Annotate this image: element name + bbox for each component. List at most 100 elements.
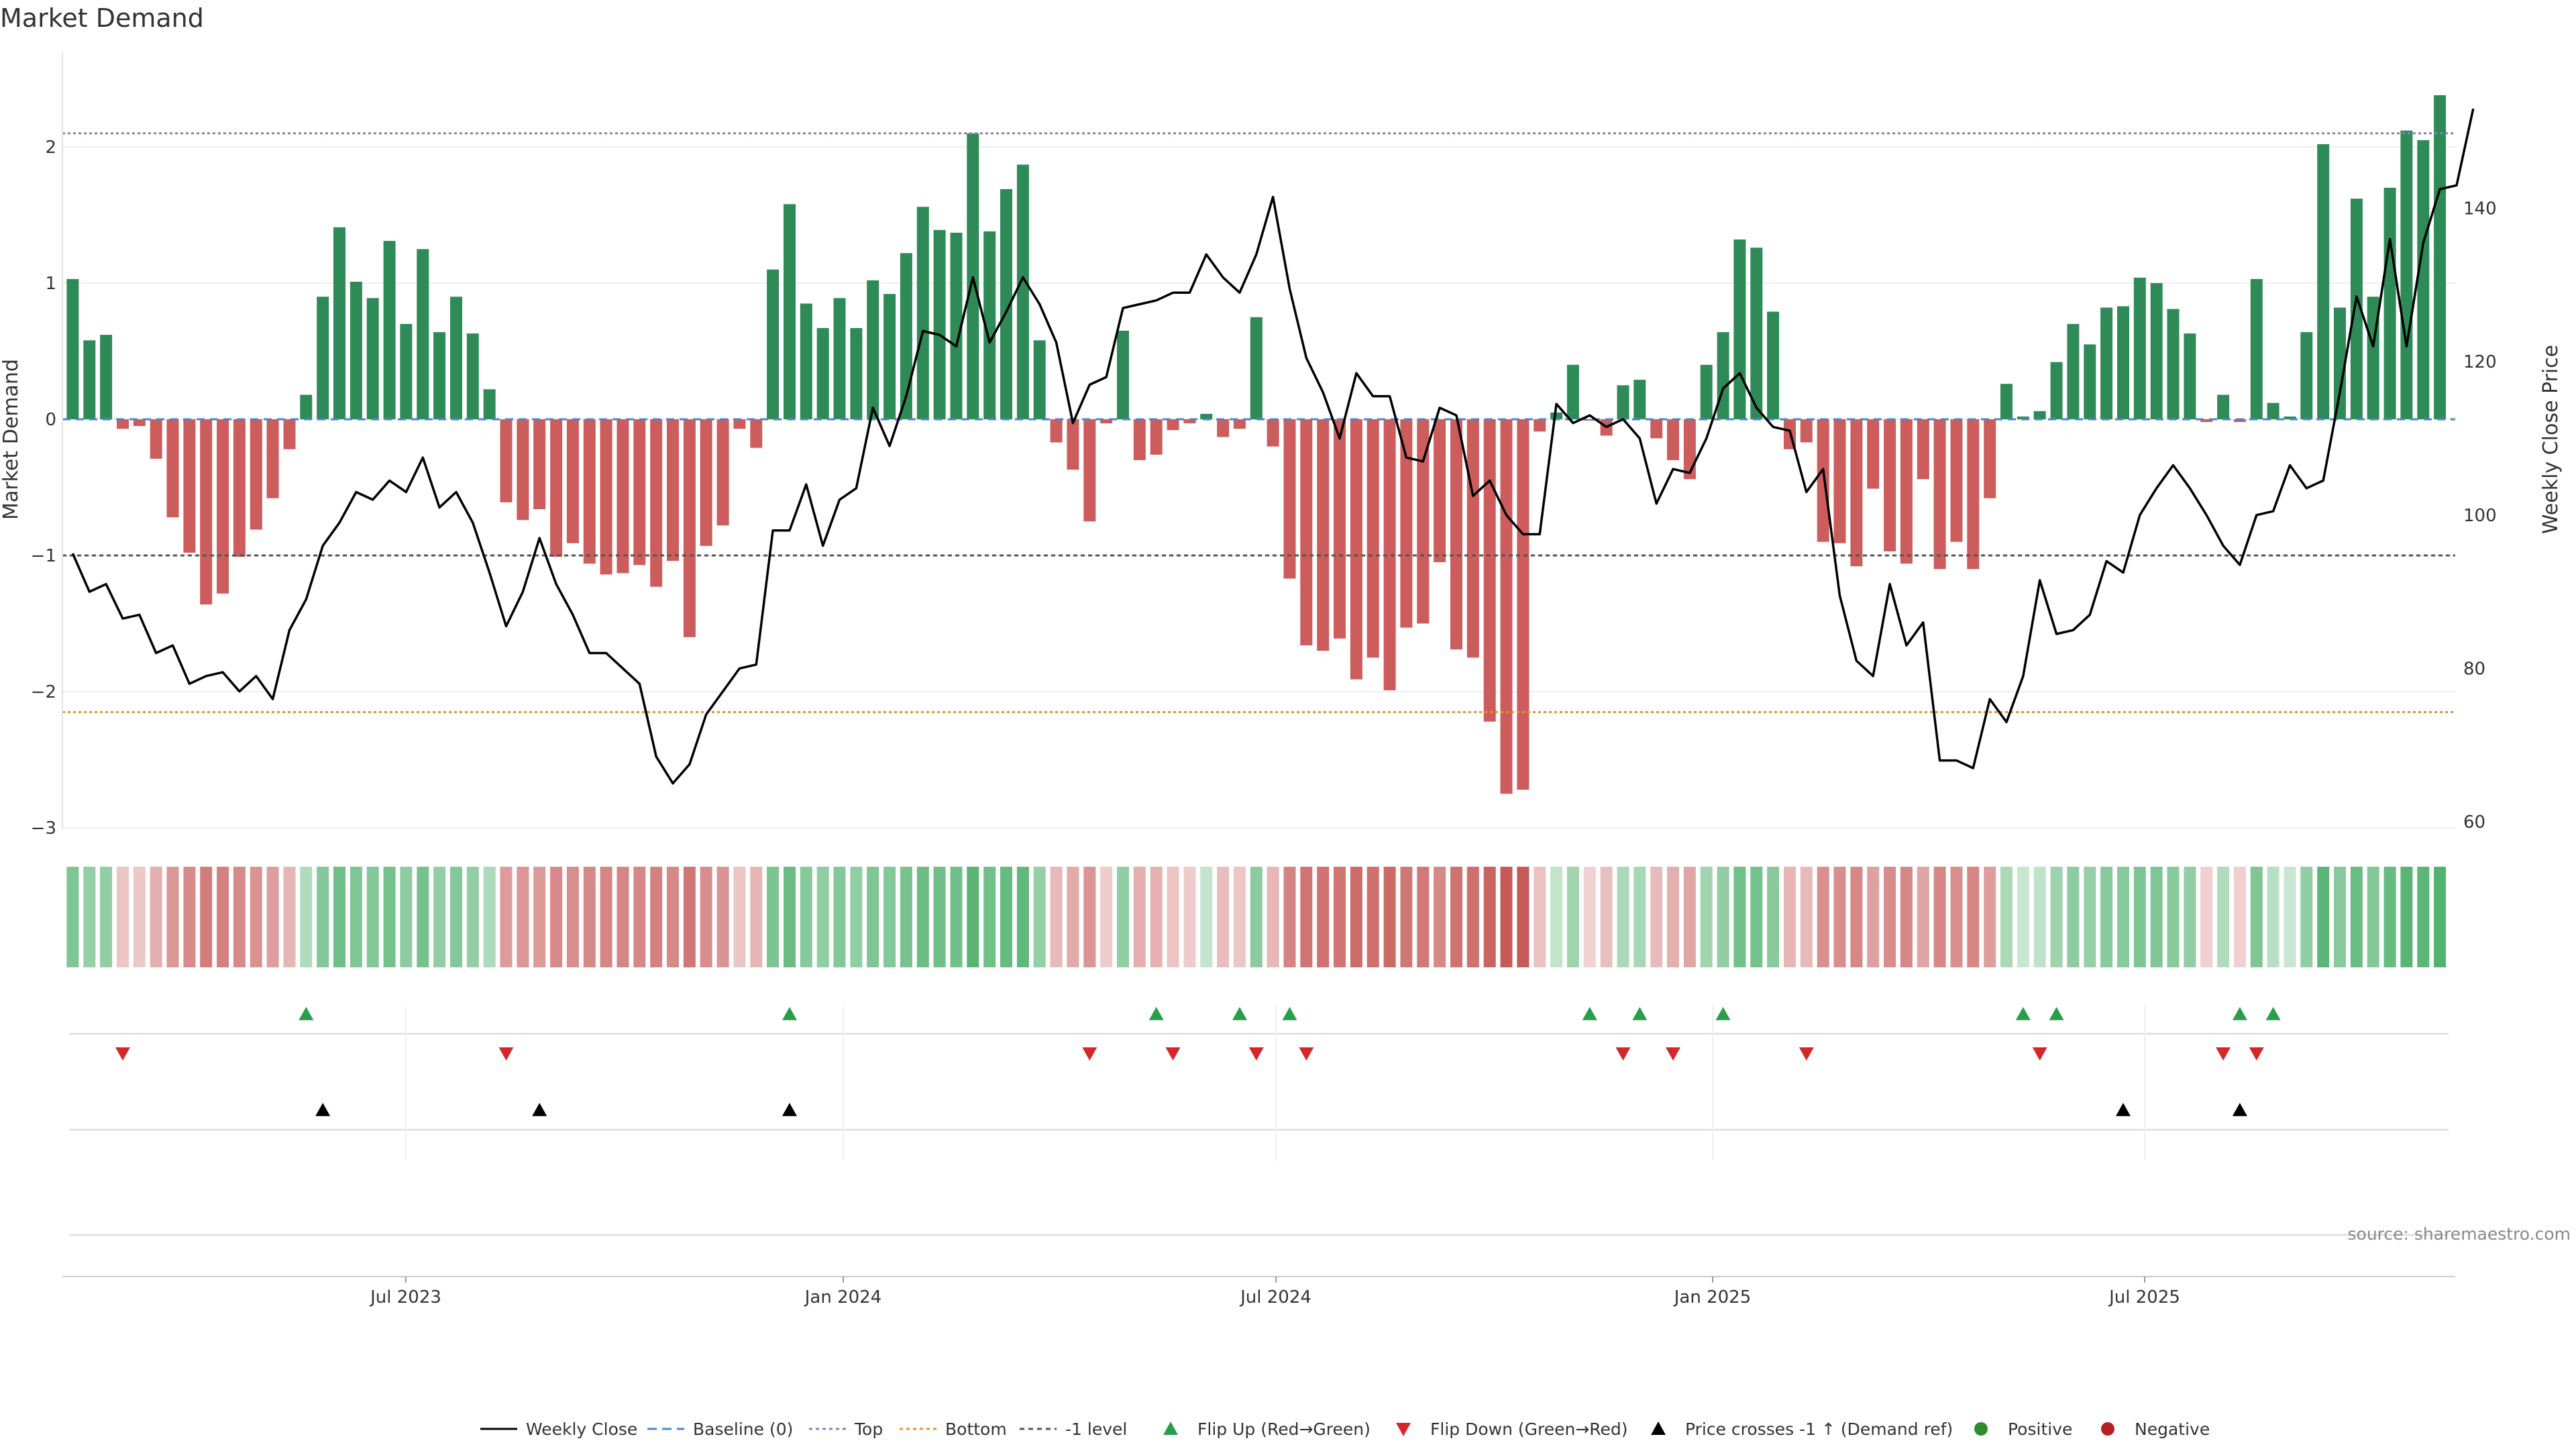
legend: Weekly Close Baseline (0) Top Bottom -1 leve… [480, 1419, 2210, 1439]
demand-heat-cell [1033, 867, 1046, 967]
demand-bar [333, 227, 345, 419]
demand-bar [600, 419, 612, 575]
x-tick-label: Jul 2023 [369, 1287, 441, 1307]
demand-bar [950, 232, 963, 419]
demand-heat-cell [583, 867, 596, 967]
demand-bar [300, 394, 313, 419]
demand-heat-cell [616, 867, 629, 967]
demand-heat-cell [1250, 867, 1263, 967]
demand-bar [1083, 419, 1096, 522]
demand-heat-cell [1383, 867, 1396, 967]
legend-dot-swatch [1974, 1422, 1988, 1436]
demand-heat-cell [1117, 867, 1129, 967]
demand-heat-cell [900, 867, 912, 967]
demand-bar [2167, 309, 2180, 419]
flip-down-marker [1299, 1047, 1314, 1061]
x-tick-label: Jul 2024 [1239, 1287, 1311, 1307]
flip-down-marker [1082, 1047, 1097, 1061]
demand-heat-cell [1683, 867, 1696, 967]
demand-heat-cell [1517, 867, 1529, 967]
demand-heat-strip [66, 867, 2447, 967]
demand-heat-cell [733, 867, 746, 967]
demand-bar [1483, 419, 1496, 722]
demand-bar [117, 419, 129, 429]
source-credit: source: sharemaestro.com [2348, 1224, 2571, 1244]
demand-bar [2284, 416, 2296, 419]
demand-bar [983, 231, 996, 419]
demand-heat-cell [417, 867, 429, 967]
flip-up-marker [1232, 1007, 1247, 1020]
demand-bar [2434, 95, 2447, 419]
demand-heat-cell [2434, 867, 2447, 967]
demand-heat-cell [1933, 867, 1946, 967]
chart-title: Market Demand [0, 3, 204, 33]
demand-bar [1350, 419, 1362, 680]
demand-heat-cell [2267, 867, 2279, 967]
demand-heat-cell [1534, 867, 1546, 967]
demand-bar [1033, 340, 1046, 419]
demand-heat-cell [1500, 867, 1513, 967]
demand-bar [1566, 364, 1579, 419]
demand-heat-cell [1717, 867, 1729, 967]
demand-heat-cell [1233, 867, 1246, 967]
demand-bar [1800, 419, 1813, 443]
price-cross-marker [2115, 1103, 2131, 1116]
demand-bar [1050, 419, 1063, 443]
demand-bar [350, 282, 362, 419]
flip-up-marker [2265, 1007, 2281, 1020]
demand-bar [1967, 419, 1980, 570]
demand-bar [1250, 317, 1263, 420]
demand-bar [933, 229, 946, 419]
demand-bar [566, 419, 579, 543]
demand-bar [2084, 344, 2096, 419]
event-markers [69, 1006, 2449, 1236]
flip-down-marker [2249, 1047, 2264, 1061]
demand-bar [1150, 419, 1163, 455]
demand-heat-cell [600, 867, 612, 967]
demand-heat-cell [1450, 867, 1462, 967]
demand-heat-cell [483, 867, 496, 967]
demand-heat-cell [1167, 867, 1179, 967]
demand-bar [1183, 419, 1196, 424]
demand-heat-cell [533, 867, 546, 967]
demand-bar [500, 419, 513, 502]
flip-up-marker [1715, 1007, 1731, 1020]
demand-bar [1850, 419, 1863, 567]
demand-heat-cell [1483, 867, 1496, 967]
demand-bar [200, 419, 213, 605]
demand-bar [683, 419, 696, 637]
demand-bar [2133, 277, 2146, 419]
flip-up-marker [1632, 1007, 1648, 1020]
demand-heat-cell [2284, 867, 2296, 967]
demand-bar [2000, 384, 2012, 419]
demand-heat-cell [1434, 867, 1446, 967]
demand-bar [1283, 419, 1296, 579]
demand-heat-cell [1334, 867, 1346, 967]
demand-heat-cell [2033, 867, 2046, 967]
demand-heat-cell [967, 867, 979, 967]
demand-heat-cell [117, 867, 129, 967]
flip-up-marker [2232, 1007, 2247, 1020]
demand-heat-cell [1133, 867, 1146, 967]
demand-bar [1117, 331, 1129, 419]
demand-bar [1167, 419, 1179, 431]
demand-bar [900, 253, 912, 419]
demand-bar [517, 419, 529, 521]
demand-heat-cell [1150, 867, 1163, 967]
demand-heat-cell [1917, 867, 1929, 967]
demand-bar [1000, 189, 1012, 419]
demand-bar [83, 340, 96, 419]
y-tick-label-left: 2 [45, 138, 56, 158]
demand-heat-cell [1100, 867, 1113, 967]
demand-heat-cell [66, 867, 79, 967]
demand-heat-cell [650, 867, 663, 967]
demand-heat-cell [517, 867, 529, 967]
demand-bar [1817, 419, 1829, 542]
legend-label: Positive [2008, 1419, 2072, 1439]
demand-heat-cell [1400, 867, 1413, 967]
price-cross-marker [315, 1103, 331, 1116]
demand-bar [183, 419, 196, 553]
demand-bar [217, 419, 229, 594]
demand-bar [1100, 419, 1113, 424]
demand-bar [1950, 419, 1963, 542]
